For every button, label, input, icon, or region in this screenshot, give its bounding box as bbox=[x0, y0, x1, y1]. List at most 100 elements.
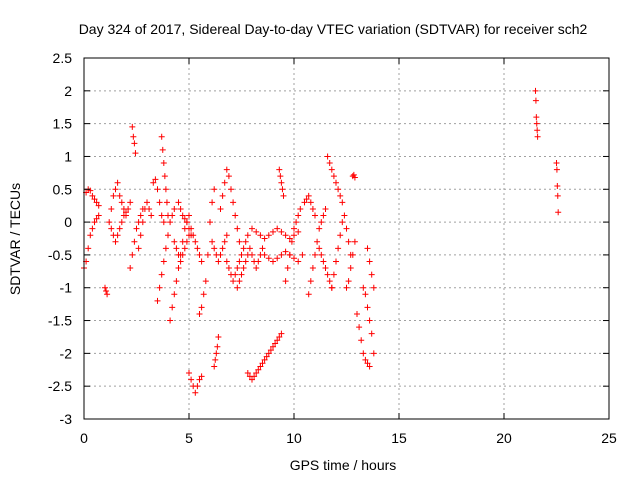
data-point bbox=[213, 350, 220, 357]
data-point bbox=[87, 232, 94, 239]
data-point bbox=[160, 258, 167, 265]
data-point bbox=[356, 324, 363, 331]
data-point bbox=[278, 251, 285, 258]
data-point bbox=[114, 232, 121, 239]
data-point bbox=[345, 238, 352, 245]
data-point bbox=[253, 265, 260, 272]
data-point bbox=[370, 350, 377, 357]
data-point bbox=[291, 232, 297, 239]
data-point bbox=[362, 291, 369, 298]
data-point bbox=[236, 258, 243, 265]
y-tick-label: -2.5 bbox=[48, 378, 72, 394]
data-point bbox=[261, 235, 268, 242]
data-point bbox=[202, 278, 209, 285]
data-point bbox=[286, 235, 293, 242]
data-point bbox=[351, 174, 358, 181]
data-point bbox=[114, 179, 121, 186]
x-tick-label: 10 bbox=[286, 430, 302, 446]
data-point bbox=[91, 219, 98, 226]
data-point bbox=[179, 212, 186, 219]
data-point bbox=[324, 271, 331, 278]
data-point bbox=[532, 87, 539, 94]
data-point bbox=[200, 291, 207, 298]
data-point bbox=[270, 228, 276, 235]
data-point bbox=[186, 225, 192, 232]
data-point bbox=[146, 205, 153, 212]
data-point bbox=[165, 232, 171, 239]
data-point bbox=[234, 265, 241, 272]
data-point bbox=[335, 186, 342, 193]
data-point bbox=[234, 225, 241, 232]
data-point bbox=[555, 209, 562, 216]
data-point bbox=[127, 265, 134, 272]
data-point bbox=[553, 166, 560, 173]
data-point bbox=[333, 258, 339, 265]
data-point bbox=[272, 340, 279, 347]
data-point bbox=[225, 173, 232, 180]
data-point bbox=[533, 114, 540, 121]
data-point bbox=[238, 271, 245, 278]
data-point bbox=[347, 265, 354, 272]
data-point bbox=[175, 199, 182, 206]
data-point bbox=[330, 271, 337, 278]
data-point bbox=[211, 186, 218, 193]
chart-title: Day 324 of 2017, Sidereal Day-to-day VTE… bbox=[79, 21, 588, 37]
data-point bbox=[295, 212, 302, 219]
data-point bbox=[230, 199, 237, 206]
data-point bbox=[150, 179, 157, 186]
data-point bbox=[152, 176, 159, 183]
data-point bbox=[125, 205, 132, 212]
data-point bbox=[162, 245, 169, 252]
data-point bbox=[257, 232, 264, 239]
y-tick-label: 0.5 bbox=[53, 181, 73, 197]
data-point bbox=[362, 356, 369, 363]
data-point bbox=[368, 271, 375, 278]
data-point bbox=[116, 225, 123, 232]
data-point bbox=[106, 219, 113, 226]
data-point bbox=[274, 255, 281, 262]
data-point bbox=[318, 251, 325, 258]
data-point bbox=[333, 179, 339, 186]
data-point bbox=[282, 248, 289, 255]
data-point bbox=[343, 284, 350, 291]
data-point bbox=[169, 212, 176, 219]
data-point bbox=[322, 205, 329, 212]
y-tick-label: 1 bbox=[64, 148, 72, 164]
data-point bbox=[349, 251, 356, 258]
data-point bbox=[223, 258, 230, 265]
data-point bbox=[196, 376, 203, 383]
data-point bbox=[87, 187, 94, 194]
data-point bbox=[207, 219, 213, 226]
data-point bbox=[307, 278, 314, 285]
data-point bbox=[173, 245, 180, 252]
data-point bbox=[278, 179, 285, 186]
data-point bbox=[299, 251, 306, 258]
data-point bbox=[244, 370, 251, 377]
data-point bbox=[249, 225, 255, 232]
data-point bbox=[204, 251, 211, 258]
x-tick-label: 15 bbox=[391, 430, 407, 446]
data-point bbox=[532, 97, 539, 104]
data-point bbox=[253, 228, 260, 235]
data-point bbox=[89, 225, 96, 232]
data-point bbox=[173, 278, 180, 285]
data-point bbox=[112, 186, 119, 193]
y-tick-label: -0.5 bbox=[48, 247, 72, 263]
data-point bbox=[158, 133, 165, 140]
data-point bbox=[217, 251, 224, 258]
data-point bbox=[328, 166, 335, 173]
data-point bbox=[279, 186, 286, 193]
data-point bbox=[183, 219, 190, 226]
y-tick-label: -1.5 bbox=[48, 313, 72, 329]
data-point bbox=[234, 284, 241, 291]
x-axis-label: GPS time / hours bbox=[290, 457, 397, 473]
grid-lines bbox=[84, 58, 609, 419]
data-point bbox=[276, 333, 283, 340]
data-point bbox=[330, 173, 337, 180]
data-point bbox=[186, 212, 192, 219]
data-point bbox=[161, 173, 168, 180]
data-point bbox=[95, 202, 102, 209]
data-point bbox=[93, 215, 100, 222]
data-point bbox=[261, 356, 268, 363]
data-point bbox=[171, 238, 178, 245]
